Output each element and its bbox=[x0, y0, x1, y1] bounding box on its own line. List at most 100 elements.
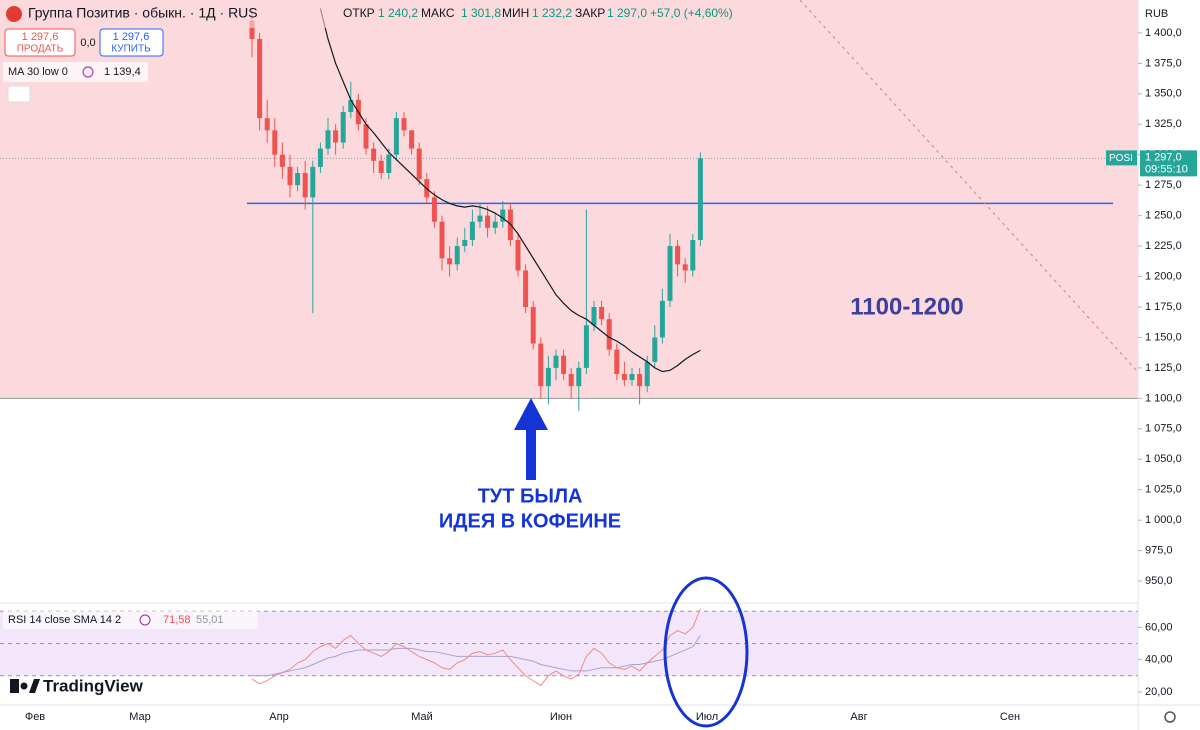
legend-bg bbox=[3, 62, 148, 82]
y-tick-label: 1 150,0 bbox=[1145, 331, 1182, 343]
collapse-button[interactable] bbox=[7, 85, 31, 103]
candle-body bbox=[378, 160, 384, 173]
zone bbox=[0, 0, 1138, 399]
candle-body bbox=[553, 355, 559, 368]
rsi-sma-value: 55,01 bbox=[196, 614, 224, 626]
candle-body bbox=[401, 118, 407, 131]
candle-body bbox=[431, 197, 437, 222]
candle-body bbox=[264, 118, 270, 131]
y-tick-label: 1 075,0 bbox=[1145, 423, 1182, 435]
candle-body bbox=[583, 325, 589, 368]
legend-icon bbox=[139, 614, 151, 626]
candle-body bbox=[287, 166, 293, 186]
candle-body bbox=[621, 373, 627, 381]
y-tick-label: 1 250,0 bbox=[1145, 210, 1182, 222]
candle-body bbox=[393, 118, 399, 155]
candle-body bbox=[523, 270, 529, 307]
legend-icon bbox=[82, 66, 94, 78]
rsi-line bbox=[251, 608, 701, 687]
candle-body bbox=[272, 130, 278, 155]
header-bg bbox=[0, 0, 740, 28]
candle-body bbox=[371, 148, 377, 161]
y-tick-label: 1 200,0 bbox=[1145, 270, 1182, 282]
candle-body bbox=[637, 373, 643, 387]
ohlc-value: 1 301,8 bbox=[461, 6, 501, 20]
ohlc-label: МИН bbox=[502, 6, 529, 20]
candle-body bbox=[561, 355, 567, 374]
settings-icon[interactable] bbox=[1164, 711, 1176, 723]
x-tick-label: Сен bbox=[1000, 711, 1020, 723]
x-tick-label: Фев bbox=[25, 711, 45, 723]
candle-body bbox=[644, 361, 650, 387]
sell-button[interactable] bbox=[4, 28, 76, 57]
price-label-bg bbox=[1140, 150, 1197, 177]
buy-label: КУПИТЬ bbox=[111, 44, 151, 55]
legend-bg bbox=[3, 611, 258, 629]
candle-body bbox=[690, 239, 696, 271]
candle-body bbox=[340, 112, 346, 143]
y-tick-label: 975,0 bbox=[1145, 545, 1173, 557]
candle-body bbox=[295, 172, 301, 186]
price-label: 1 297,0 bbox=[1145, 151, 1182, 163]
candle-body bbox=[599, 306, 605, 320]
tv-logo-text: TradingView bbox=[43, 676, 144, 695]
candle-body bbox=[492, 221, 498, 228]
ohlc-value: 1 232,2 bbox=[532, 6, 572, 20]
highlight-ellipse bbox=[663, 576, 749, 728]
candle-body bbox=[333, 130, 339, 143]
y-tick-label: 1 275,0 bbox=[1145, 179, 1182, 191]
candle-body bbox=[538, 343, 544, 387]
arrow-head bbox=[514, 398, 548, 430]
candle-body bbox=[409, 130, 415, 149]
sell-price: 1 297,6 bbox=[22, 31, 59, 43]
x-tick-label: Мар bbox=[129, 711, 151, 723]
y-tick-label: 1 350,0 bbox=[1145, 88, 1182, 100]
candle-body bbox=[614, 349, 620, 374]
symbol-title[interactable]: Группа Позитив · обыкн. · 1Д · RUS bbox=[28, 5, 258, 21]
candle-body bbox=[591, 306, 597, 326]
logo-icon bbox=[6, 6, 22, 22]
ma-value: 1 139,4 bbox=[104, 66, 141, 78]
candle-body bbox=[515, 239, 521, 271]
arrow-shaft bbox=[526, 428, 536, 480]
ohlc-label: ОТКР bbox=[343, 6, 375, 20]
rsi-legend: RSI 14 close SMA 14 2 bbox=[8, 614, 121, 626]
overlay: ТУТ БЫЛА ИДЕЯ В КОФЕИНЕ 1100-1200 bbox=[439, 0, 1139, 728]
y-tick-label: 1 325,0 bbox=[1145, 118, 1182, 130]
y-tick-label: 1 375,0 bbox=[1145, 57, 1182, 69]
candle-body bbox=[279, 154, 285, 167]
y-tick-label: 1 125,0 bbox=[1145, 362, 1182, 374]
currency[interactable]: RUB bbox=[1145, 8, 1168, 20]
rsi-value: 71,58 bbox=[163, 614, 191, 626]
x-tick-label: Июл bbox=[696, 711, 718, 723]
rsi-tick-label: 20,00 bbox=[1145, 686, 1173, 698]
candle-body bbox=[697, 158, 703, 240]
rsi-tick-label: 60,00 bbox=[1145, 621, 1173, 633]
y-tick-label: 1 225,0 bbox=[1145, 240, 1182, 252]
candle-body bbox=[606, 319, 612, 350]
candle-body bbox=[439, 221, 445, 259]
buy-price: 1 297,6 bbox=[113, 31, 150, 43]
candle-body bbox=[485, 215, 491, 228]
candle-body bbox=[576, 367, 582, 387]
y-tick-label: 950,0 bbox=[1145, 575, 1173, 587]
ohlc-label: ЗАКР bbox=[575, 6, 605, 20]
candle-body bbox=[317, 148, 323, 167]
candle-body bbox=[530, 306, 536, 344]
y-tick-label: 1 400,0 bbox=[1145, 27, 1182, 39]
buy-button[interactable] bbox=[99, 28, 164, 57]
candle-body bbox=[477, 215, 483, 222]
y-tick-label: 1 175,0 bbox=[1145, 301, 1182, 313]
ohlc-value: 1 297,0 bbox=[607, 6, 647, 20]
header: Группа Позитив · обыкн. · 1Д · RUS ОТКР … bbox=[0, 0, 1169, 696]
tv-logo bbox=[29, 679, 40, 693]
candle-body bbox=[469, 221, 475, 240]
candle-body bbox=[386, 154, 392, 173]
price-time: 09:55:10 bbox=[1145, 163, 1188, 175]
x-tick-label: Июн bbox=[550, 711, 572, 723]
symbol-label: POSI bbox=[1109, 153, 1133, 164]
ma-line bbox=[319, 8, 701, 373]
candle-body bbox=[257, 38, 263, 119]
